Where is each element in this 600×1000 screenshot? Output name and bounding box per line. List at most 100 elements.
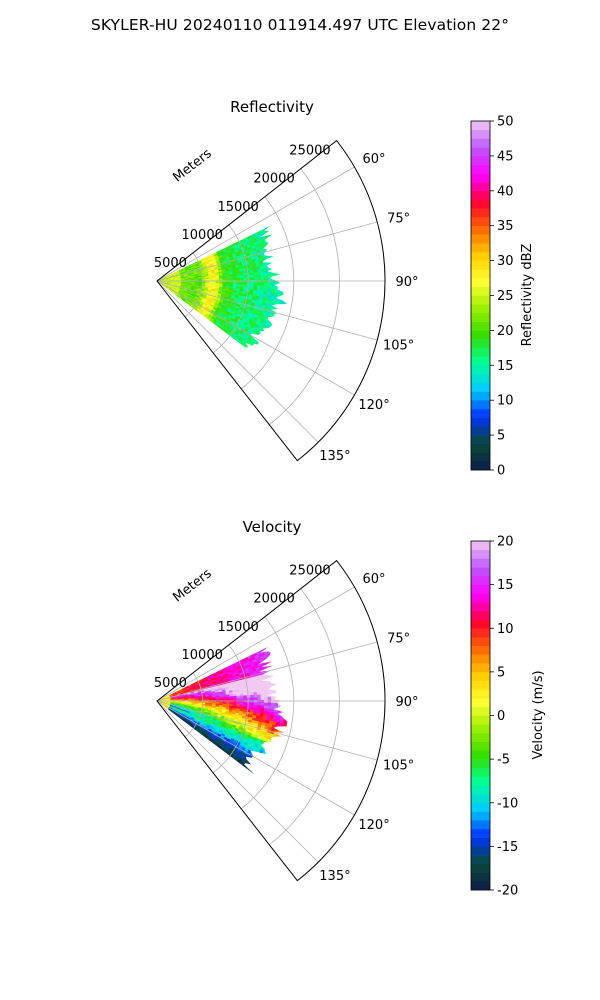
data-gate: [256, 271, 262, 276]
reflectivity-radial-labels: 5000 10000 15000 20000 25000: [154, 144, 331, 271]
data-gate: [222, 698, 227, 701]
data-gate: [264, 766, 271, 773]
data-gate: [270, 238, 276, 243]
data-gate: [278, 238, 284, 244]
data-gate: [259, 356, 264, 361]
data-gate: [278, 305, 283, 311]
data-gate: [284, 709, 288, 714]
data-gate: [257, 697, 262, 701]
data-gate: [267, 768, 274, 774]
data-gate: [208, 698, 213, 701]
data-gate: [267, 659, 273, 664]
data-gate: [257, 765, 263, 772]
data-gate: [264, 276, 269, 281]
data-gate: [254, 764, 260, 770]
data-gate: [256, 773, 262, 775]
data-gate: [284, 289, 287, 294]
colorbar-tick-label: 45: [497, 149, 514, 164]
data-gate: [277, 669, 283, 675]
colorbar-block: [471, 863, 490, 873]
colorbar-block: [471, 260, 490, 270]
colorbar-block: [471, 374, 490, 384]
colorbar-block: [471, 312, 490, 322]
data-gate: [288, 707, 292, 711]
colorbar-block: [471, 628, 490, 638]
data-gate: [275, 240, 280, 245]
data-gate: [262, 330, 268, 336]
data-gate: [243, 272, 248, 276]
colorbar-block: [471, 443, 490, 453]
data-gate: [257, 279, 262, 283]
data-gate: [271, 699, 275, 704]
data-gate: [266, 749, 272, 754]
data-gate: [286, 300, 287, 305]
data-gate: [276, 333, 282, 339]
data-gate: [271, 754, 277, 761]
data-gate: [282, 723, 287, 728]
range-ring: [240, 616, 295, 810]
colorbar-block: [471, 190, 490, 200]
data-gate: [259, 756, 265, 761]
data-gate: [260, 691, 265, 695]
data-gate: [270, 693, 276, 698]
data-gate: [280, 712, 285, 717]
data-gate: [262, 647, 268, 653]
range-ring: [184, 672, 203, 738]
data-gate: [274, 282, 279, 287]
data-gate: [243, 700, 248, 703]
colorbar-block: [471, 602, 490, 612]
data-gate: [266, 687, 272, 692]
data-gate: [285, 671, 288, 677]
data-gate: [260, 282, 265, 286]
data-gate: [257, 277, 262, 281]
colorbar-block: [471, 426, 490, 436]
colorbar-block: [471, 400, 490, 410]
colorbar-block: [471, 173, 490, 183]
data-gate: [243, 275, 248, 279]
azimuth-line: [156, 221, 378, 282]
data-gate: [275, 735, 281, 740]
data-gate: [249, 344, 255, 348]
colorbar-block: [471, 828, 490, 838]
data-gate: [289, 283, 293, 287]
radial-tick-label: 5000: [154, 676, 187, 691]
data-gate: [272, 751, 279, 757]
data-gate: [243, 280, 248, 283]
reflectivity-colorbar-label: Reflectivity dBZ: [520, 244, 535, 347]
data-gate: [276, 322, 282, 328]
data-gate: [284, 696, 288, 701]
data-gate: [274, 328, 280, 334]
data-gate: [263, 273, 269, 278]
data-gate: [279, 256, 284, 261]
data-gate: [264, 346, 271, 348]
colorbar-tick-label: 0: [497, 464, 505, 479]
data-gate: [239, 273, 244, 277]
data-gate: [257, 282, 262, 286]
data-gate: [265, 752, 271, 757]
data-gate: [272, 653, 278, 659]
data-gate: [253, 279, 258, 284]
data-gate: [271, 674, 277, 679]
colorbar-block: [471, 610, 490, 620]
azimuth-line: [156, 586, 355, 702]
data-gate: [263, 327, 269, 333]
colorbar-tick-label: 0: [497, 709, 505, 724]
data-gate: [287, 713, 288, 718]
colorbar-block: [471, 750, 490, 760]
data-gate: [274, 724, 280, 730]
data-gate: [271, 225, 278, 229]
data-gate: [229, 698, 234, 701]
data-gate: [272, 677, 277, 682]
colorbar-block: [471, 671, 490, 681]
data-gate: [264, 279, 269, 284]
data-gate: [260, 271, 265, 275]
colorbar-tick-label: 20: [497, 324, 514, 339]
data-gate: [277, 647, 284, 653]
data-gate: [274, 696, 279, 701]
data-gate: [260, 705, 265, 709]
data-gate: [222, 701, 227, 705]
range-ring: [184, 252, 203, 318]
data-gate: [273, 687, 279, 691]
data-gate: [267, 239, 273, 244]
data-gate: [274, 748, 280, 754]
